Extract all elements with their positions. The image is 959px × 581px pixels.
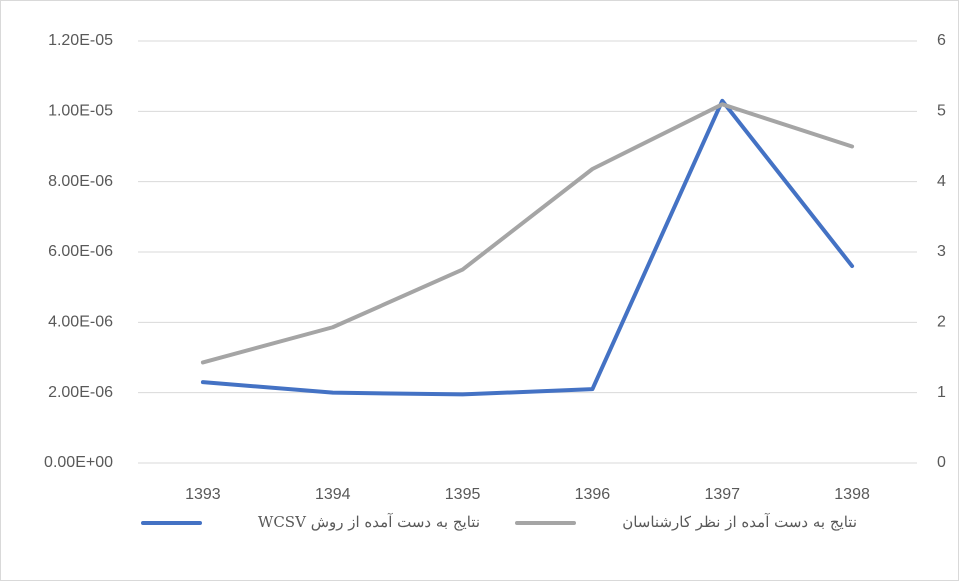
x-tick-label: 1397 (704, 486, 740, 503)
y2-tick-label: 2 (937, 314, 946, 331)
y-tick-label: 0.00E+00 (44, 454, 113, 471)
y-tick-label: 8.00E-06 (48, 173, 113, 190)
y2-tick-label: 6 (937, 32, 946, 49)
y-tick-label: 1.00E-05 (48, 103, 113, 120)
series-line (200, 102, 855, 365)
legend-label: نتایج به دست آمده از نظر کارشناسان (622, 513, 857, 531)
y2-tick-label: 3 (937, 243, 946, 260)
y-tick-label: 2.00E-06 (48, 384, 113, 401)
x-tick-label: 1394 (315, 486, 351, 503)
x-tick-label: 1396 (575, 486, 611, 503)
y-tick-label: 1.20E-05 (48, 32, 113, 49)
x-tick-label: 1398 (834, 486, 870, 503)
legend-label: نتایج به دست آمده از روش WCSV (258, 513, 480, 531)
x-tick-label: 1393 (185, 486, 221, 503)
y-tick-label: 6.00E-06 (48, 243, 113, 260)
y2-tick-label: 5 (937, 103, 946, 120)
x-tick-label: 1395 (445, 486, 481, 503)
y-tick-label: 4.00E-06 (48, 314, 113, 331)
series-line (200, 98, 855, 397)
y2-tick-label: 1 (937, 384, 946, 401)
y2-tick-label: 0 (937, 454, 946, 471)
y2-tick-label: 4 (937, 173, 946, 190)
